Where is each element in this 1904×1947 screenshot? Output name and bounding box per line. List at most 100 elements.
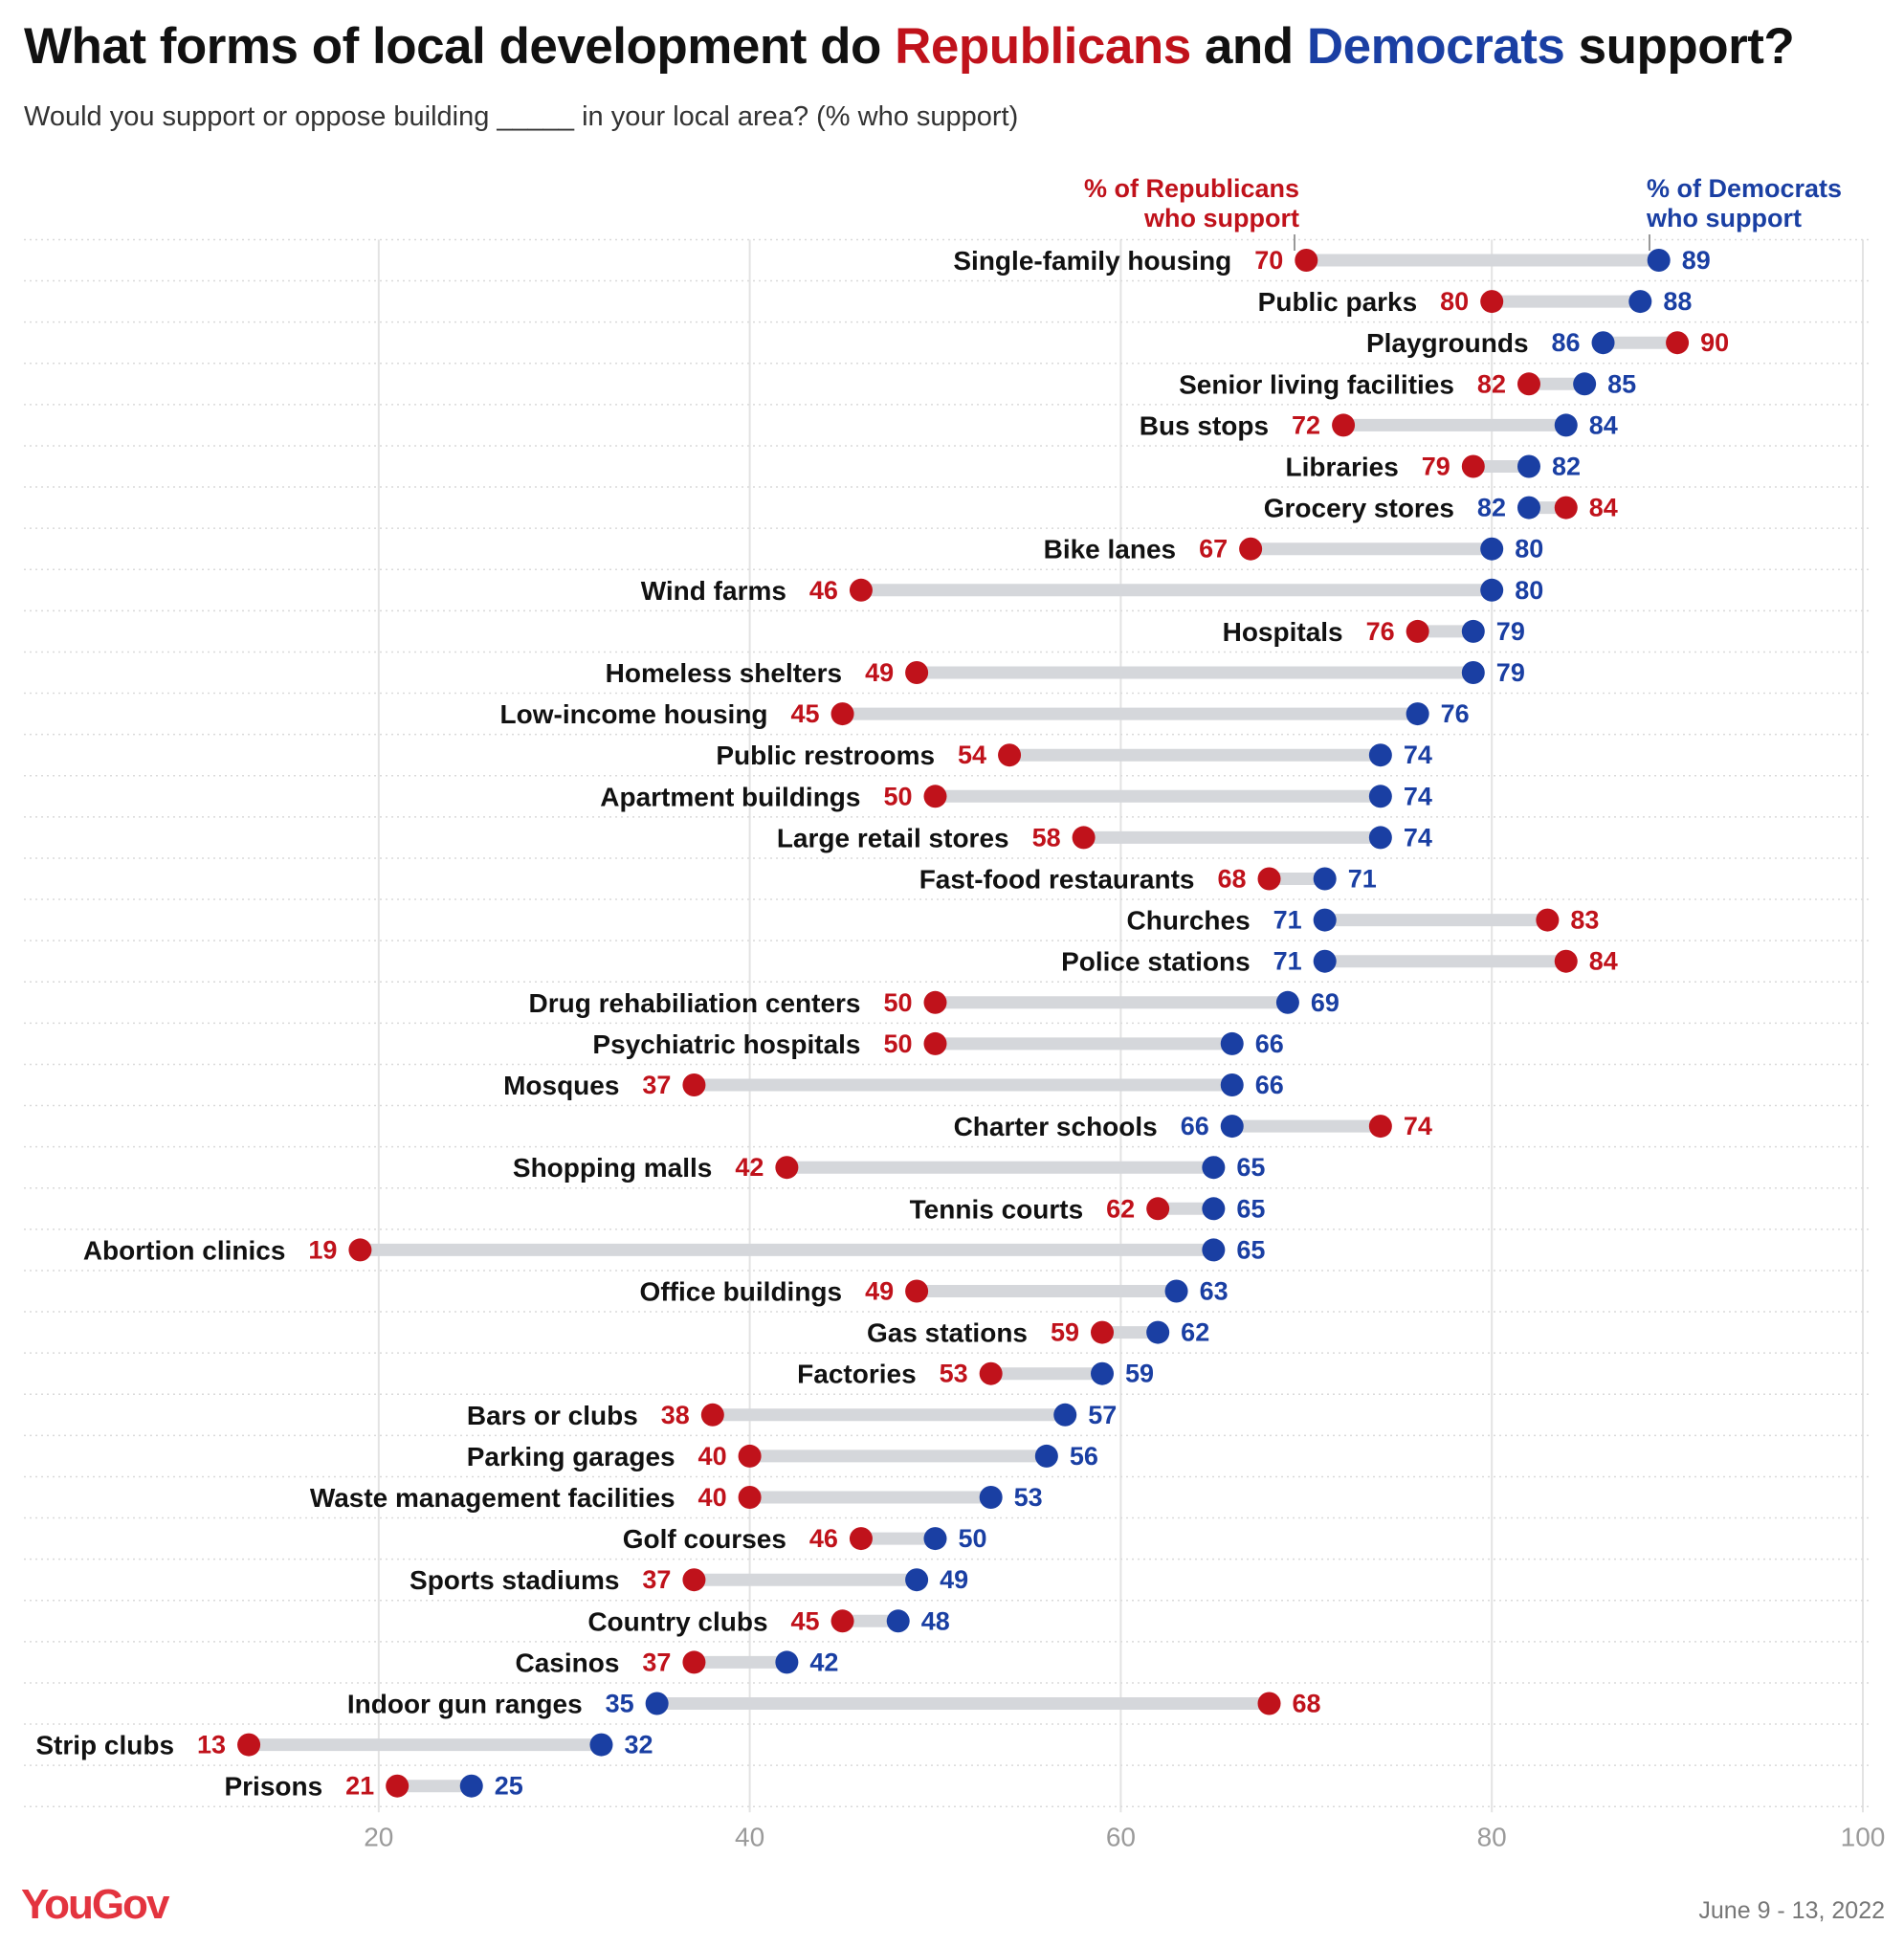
dem-value-label: 35 [606,1690,634,1718]
category-label: Charter schools [954,1112,1158,1141]
rep-value-label: 49 [865,1277,894,1306]
dem-value-label: 89 [1682,246,1711,275]
dem-point [1461,661,1485,684]
row-indoor-gun-ranges: 35 Indoor gun ranges 68 [347,1690,1321,1719]
category-label: Casinos [515,1648,619,1677]
category-label: Indoor gun ranges [347,1690,583,1719]
category-label: Bike lanes [1044,535,1177,564]
dem-value-label: 32 [624,1731,653,1759]
row-public-restrooms: 54 Public restrooms 74 [716,741,1432,770]
dem-value-label: 57 [1088,1401,1117,1429]
row-fast-food-restaurants: 68 Fast-food restaurants 71 [919,865,1377,895]
dem-value-label: 50 [959,1524,987,1553]
dem-point [1647,249,1671,272]
rep-point [682,1650,706,1674]
rep-value-label: 40 [698,1483,727,1512]
category-label: Sports stadiums [410,1565,619,1595]
dem-value-label: 74 [1404,782,1432,810]
row-prisons: 21 Prisons 25 [224,1772,522,1802]
row-casinos: 37 Casinos 42 [515,1648,838,1677]
rep-point [923,785,947,808]
rep-point [1554,496,1578,520]
row-gas-stations: 59 Gas stations 62 [867,1318,1209,1348]
gridlines [377,239,1864,1813]
dem-value-label: 71 [1273,906,1302,935]
row-libraries: 79 Libraries 82 [1286,453,1581,482]
dem-point [1202,1238,1226,1262]
dem-value-label: 65 [1236,1235,1265,1264]
row-single-family-housing: 70 Single-family housing 89 [953,246,1710,276]
category-label: Apartment buildings [600,782,860,811]
rep-point [700,1403,724,1427]
dem-point [589,1733,613,1757]
row-charter-schools: 66 Charter schools 74 [954,1112,1432,1141]
yougov-logo: YouGov [21,1881,169,1928]
row-large-retail-stores: 58 Large retail stores 74 [777,823,1432,852]
dem-point [1091,1361,1115,1385]
title-prefix: What forms of local development do [24,18,896,75]
dem-point [1591,331,1615,355]
dem-point [459,1774,483,1798]
row-factories: 53 Factories 59 [797,1360,1154,1389]
dem-value-label: 71 [1348,865,1377,894]
chart-legend: % of Republicans who support % of Democr… [1084,174,1842,251]
x-tick-label-60: 60 [1106,1822,1136,1851]
row-strip-clubs: 13 Strip clubs 32 [35,1731,653,1760]
rep-value-label: 74 [1404,1112,1432,1140]
category-label: Waste management facilities [310,1483,675,1513]
category-label: Golf courses [623,1524,786,1554]
rep-value-label: 83 [1570,906,1599,935]
rep-value-label: 13 [197,1731,226,1759]
rep-value-label: 68 [1217,865,1246,894]
category-label: Churches [1127,906,1251,936]
rep-point [1295,249,1318,272]
row-public-parks: 80 Public parks 88 [1258,287,1693,317]
dem-point [979,1486,1003,1509]
row-golf-courses: 46 Golf courses 50 [623,1524,987,1554]
dem-point [1517,496,1540,520]
row-tennis-courts: 62 Tennis courts 65 [910,1194,1266,1224]
row-hospitals: 76 Hospitals 79 [1223,617,1525,647]
rep-point [1091,1320,1115,1344]
rep-value-label: 37 [642,1071,671,1099]
row-office-buildings: 49 Office buildings 63 [640,1277,1229,1307]
dem-value-label: 66 [1255,1029,1284,1058]
dem-point [1202,1156,1226,1180]
rep-point [1536,908,1560,932]
category-label: Gas stations [867,1318,1028,1348]
rep-value-label: 45 [791,699,820,728]
rep-value-label: 53 [940,1360,968,1388]
dem-value-label: 79 [1496,658,1525,687]
rep-value-label: 38 [661,1401,690,1429]
dem-point [1220,1073,1244,1096]
rep-value-label: 42 [735,1153,764,1182]
rep-point [1666,331,1690,355]
category-label: Low-income housing [500,699,768,729]
dem-point [645,1692,669,1715]
chart-subtitle: Would you support or oppose building ___… [24,101,1019,132]
rep-point [1072,826,1096,850]
dem-point [1220,1031,1244,1055]
dem-point [1146,1320,1170,1344]
rep-point [849,578,873,602]
rep-point [923,990,947,1014]
dem-value-label: 56 [1070,1442,1098,1471]
rep-point [830,1609,854,1633]
legend-dem-line2: who support [1646,204,1802,232]
legend-dem-line1: % of Democrats [1647,174,1842,203]
dem-value-label: 48 [921,1606,950,1635]
row-drug-rehabiliation-centers: 50 Drug rehabiliation centers 69 [529,988,1339,1018]
row-apartment-buildings: 50 Apartment buildings 74 [600,782,1432,811]
category-label: Drug rehabiliation centers [529,988,861,1018]
dem-value-label: 74 [1404,823,1432,852]
category-label: Shopping malls [513,1153,712,1183]
dem-point [1461,619,1485,643]
rep-point [1239,537,1263,561]
row-shopping-malls: 42 Shopping malls 65 [513,1153,1265,1183]
dem-value-label: 42 [809,1648,838,1676]
dem-value-label: 86 [1551,328,1580,357]
rep-point [682,1073,706,1096]
row-bars-or-clubs: 38 Bars or clubs 57 [467,1401,1117,1430]
category-label: Prisons [224,1772,322,1802]
